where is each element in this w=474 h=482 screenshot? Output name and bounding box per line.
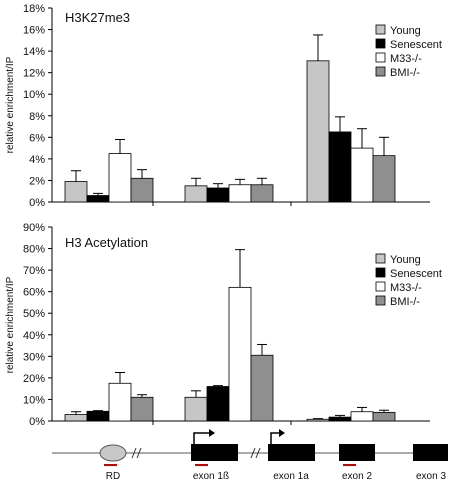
y-tick-label: 20% xyxy=(23,373,45,385)
h3-acetylation-chart: 0% 10% 20% 30% 40% 50% 60% 70% 80% 90% H3 Acetyla… xyxy=(5,222,442,428)
chart-title: H3K27me3 xyxy=(65,10,130,25)
y-tick-label: 50% xyxy=(23,308,45,320)
y-tick-label: 16% xyxy=(23,25,45,37)
legend: Young Senescent M33-/- BMI-/- xyxy=(375,24,442,79)
legend-label: Young xyxy=(390,25,421,37)
break-mark xyxy=(250,447,261,459)
y-tick-label: 0% xyxy=(29,197,45,209)
legend-swatch xyxy=(375,52,386,63)
exon-3-box xyxy=(413,444,448,461)
legend-swatch xyxy=(375,295,386,306)
y-tick-label: 6% xyxy=(29,132,45,144)
bar xyxy=(228,286,252,422)
y-tick-label: 8% xyxy=(29,111,45,123)
legend-swatch xyxy=(375,253,386,264)
y-tick-label: 10% xyxy=(23,394,45,406)
gene-label-exon-2: exon 2 xyxy=(342,471,372,482)
h3k27me3-chart: 0% 2% 4% 6% 8% 10% 12% 14% 16% 18% H3K27me3 relat… xyxy=(5,3,442,209)
y-tick-label: 14% xyxy=(23,46,45,58)
bar xyxy=(328,416,352,422)
gene-label-exon-1b: exon 1ß xyxy=(193,471,229,482)
legend-label: M33-/- xyxy=(390,53,422,65)
y-tick-label: 18% xyxy=(23,3,45,15)
bar xyxy=(86,195,110,203)
y-tick-label: 10% xyxy=(23,89,45,101)
bar xyxy=(108,382,132,422)
bar xyxy=(250,354,274,422)
exon-1b-box xyxy=(191,444,238,461)
bar xyxy=(372,155,396,203)
y-tick-label: 0% xyxy=(29,416,45,428)
y-tick-label: 40% xyxy=(23,330,45,342)
gene-label-rd: RD xyxy=(106,471,120,482)
bar xyxy=(250,184,274,203)
bars xyxy=(64,34,396,203)
group-separators xyxy=(152,421,292,425)
tss-arrow-head xyxy=(279,429,285,437)
gene-label-exon-3: exon 3 xyxy=(416,471,446,482)
y-ticks: 0% 2% 4% 6% 8% 10% 12% 14% 16% 18% xyxy=(23,3,52,209)
y-axis-label: relative enrichment/IP xyxy=(5,276,16,373)
gene-label-exon-1a: exon 1a xyxy=(273,471,309,482)
bars xyxy=(64,249,396,422)
legend-label: Senescent xyxy=(390,39,442,51)
y-tick-label: 4% xyxy=(29,154,45,166)
bar xyxy=(306,60,330,203)
bar xyxy=(350,147,374,203)
bar xyxy=(372,411,396,422)
legend-swatch xyxy=(375,66,386,77)
tss-arrow-exon-1b xyxy=(193,432,210,444)
bar xyxy=(328,131,352,203)
legend-label: BMI-/- xyxy=(390,67,420,79)
bar xyxy=(206,187,230,203)
y-tick-label: 70% xyxy=(23,265,45,277)
y-tick-label: 2% xyxy=(29,175,45,187)
bar xyxy=(64,181,88,203)
break-mark xyxy=(131,447,142,459)
y-axis-label: relative enrichment/IP xyxy=(5,56,16,153)
y-tick-label: 60% xyxy=(23,287,45,299)
bar xyxy=(306,418,330,422)
bar xyxy=(206,386,230,422)
tss-arrow-exon-1a xyxy=(270,432,280,444)
legend-swatch xyxy=(375,267,386,278)
bar xyxy=(86,410,110,422)
legend-label: M33-/- xyxy=(390,282,422,294)
legend-label: Senescent xyxy=(390,268,442,280)
y-ticks: 0% 10% 20% 30% 40% 50% 60% 70% 80% 90% xyxy=(23,222,52,428)
bar xyxy=(64,414,88,422)
bar xyxy=(108,153,132,203)
rd-element xyxy=(99,444,127,462)
legend-label: BMI-/- xyxy=(390,296,420,308)
y-tick-label: 30% xyxy=(23,351,45,363)
bar xyxy=(130,396,154,422)
bar xyxy=(184,185,208,203)
y-tick-label: 12% xyxy=(23,68,45,80)
legend-swatch xyxy=(375,281,386,292)
legend-label: Young xyxy=(390,254,421,266)
chart-title: H3 Acetylation xyxy=(65,235,148,250)
bar xyxy=(130,177,154,203)
legend: Young Senescent M33-/- BMI-/- xyxy=(375,253,442,308)
bar xyxy=(184,396,208,422)
tss-arrow-head xyxy=(209,429,215,437)
legend-swatch xyxy=(375,24,386,35)
exon-1a-box xyxy=(268,444,315,461)
y-tick-label: 90% xyxy=(23,222,45,234)
gene-map: RD exon 1ß exon 1a exon 2 exon 3 xyxy=(52,429,448,482)
y-tick-label: 80% xyxy=(23,244,45,256)
legend-swatch xyxy=(375,38,386,49)
group-separators xyxy=(152,202,292,206)
bar xyxy=(228,184,252,203)
bar xyxy=(350,411,374,422)
exon-2-box xyxy=(339,444,375,461)
